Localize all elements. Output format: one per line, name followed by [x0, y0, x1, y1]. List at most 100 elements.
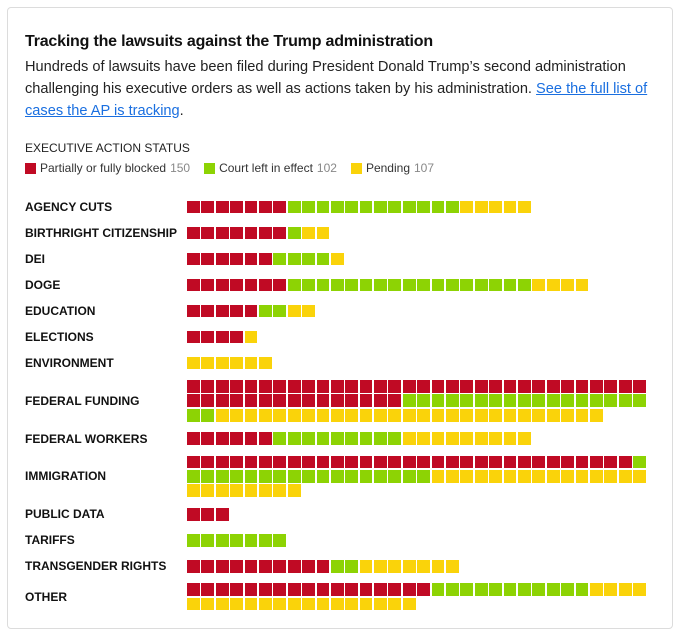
square-pending [575, 469, 589, 483]
legend-label: Pending [365, 161, 410, 175]
square-blocked [287, 380, 301, 393]
waffle-grid [187, 432, 649, 445]
square-blocked [215, 278, 229, 292]
square-effect [489, 394, 502, 408]
square-effect [388, 469, 402, 483]
square-blocked [230, 330, 243, 344]
square-pending [215, 356, 229, 370]
square-blocked [230, 304, 243, 318]
square-effect [359, 432, 373, 445]
square-pending [316, 226, 330, 240]
square-blocked [302, 380, 315, 393]
square-blocked [402, 583, 416, 596]
full-list-link[interactable]: See the full list of cases the AP is tra… [25, 81, 648, 119]
square-effect [302, 200, 315, 214]
square-blocked [589, 380, 603, 393]
square-effect [201, 469, 215, 483]
square-pending [215, 484, 229, 498]
waffle-grid [187, 200, 649, 214]
square-pending [503, 432, 517, 445]
square-blocked [359, 455, 373, 469]
square-blocked [489, 455, 502, 469]
square-effect [417, 469, 431, 483]
legend-label: Partially or fully blocked [40, 161, 167, 175]
category-row: ELECTIONS [25, 324, 665, 350]
waffle-grid [187, 533, 649, 547]
square-effect [575, 583, 589, 596]
category-row: PUBLIC DATA [25, 501, 665, 527]
square-pending [417, 432, 431, 445]
square-effect [287, 200, 301, 214]
square-effect [287, 252, 301, 266]
square-effect [460, 278, 474, 292]
square-pending [388, 559, 402, 573]
square-blocked [532, 455, 546, 469]
square-blocked [517, 380, 531, 393]
square-pending [244, 408, 258, 422]
square-effect [345, 278, 359, 292]
square-blocked [187, 252, 200, 266]
category-label: DOGE [25, 278, 61, 292]
legend-item-pending: Pending 107 [350, 161, 434, 175]
square-pending [287, 304, 301, 318]
square-blocked [359, 380, 373, 393]
legend-swatch [204, 162, 216, 174]
square-pending [316, 597, 330, 611]
square-blocked [359, 394, 373, 408]
square-blocked [417, 583, 431, 596]
square-blocked [474, 380, 488, 393]
square-effect [273, 469, 287, 483]
square-effect [374, 200, 387, 214]
square-pending [589, 408, 603, 422]
square-pending [431, 469, 445, 483]
category-row: DOGE [25, 272, 665, 298]
square-blocked [287, 559, 301, 573]
square-pending [302, 304, 315, 318]
square-blocked [215, 226, 229, 240]
waffle-grid [187, 583, 649, 611]
square-effect [460, 394, 474, 408]
square-effect [215, 469, 229, 483]
square-blocked [215, 380, 229, 393]
square-effect [258, 304, 272, 318]
square-effect [273, 533, 287, 547]
square-pending [633, 469, 646, 483]
square-blocked [345, 380, 359, 393]
square-blocked [258, 455, 272, 469]
square-blocked [589, 455, 603, 469]
square-blocked [604, 455, 618, 469]
square-pending [402, 408, 416, 422]
square-blocked [187, 507, 200, 521]
square-effect [287, 278, 301, 292]
square-effect [474, 583, 488, 596]
square-pending [287, 597, 301, 611]
square-blocked [460, 455, 474, 469]
square-effect [330, 200, 344, 214]
square-blocked [287, 583, 301, 596]
square-blocked [474, 455, 488, 469]
square-effect [517, 583, 531, 596]
square-blocked [187, 200, 200, 214]
square-pending [604, 469, 618, 483]
square-effect [273, 304, 287, 318]
square-blocked [201, 252, 215, 266]
legend-label: Court left in effect [219, 161, 313, 175]
square-pending [359, 559, 373, 573]
square-blocked [446, 455, 459, 469]
category-label: TARIFFS [25, 533, 75, 548]
square-blocked [215, 559, 229, 573]
square-pending [589, 583, 603, 596]
category-label: ELECTIONS [25, 330, 94, 344]
category-row: DEI [25, 246, 665, 272]
square-blocked [273, 583, 287, 596]
square-pending [230, 597, 243, 611]
square-blocked [446, 380, 459, 393]
square-blocked [345, 394, 359, 408]
square-pending [187, 356, 200, 370]
square-effect [604, 394, 618, 408]
square-blocked [201, 380, 215, 393]
square-pending [201, 484, 215, 498]
square-blocked [258, 226, 272, 240]
square-blocked [287, 455, 301, 469]
square-effect [187, 469, 200, 483]
